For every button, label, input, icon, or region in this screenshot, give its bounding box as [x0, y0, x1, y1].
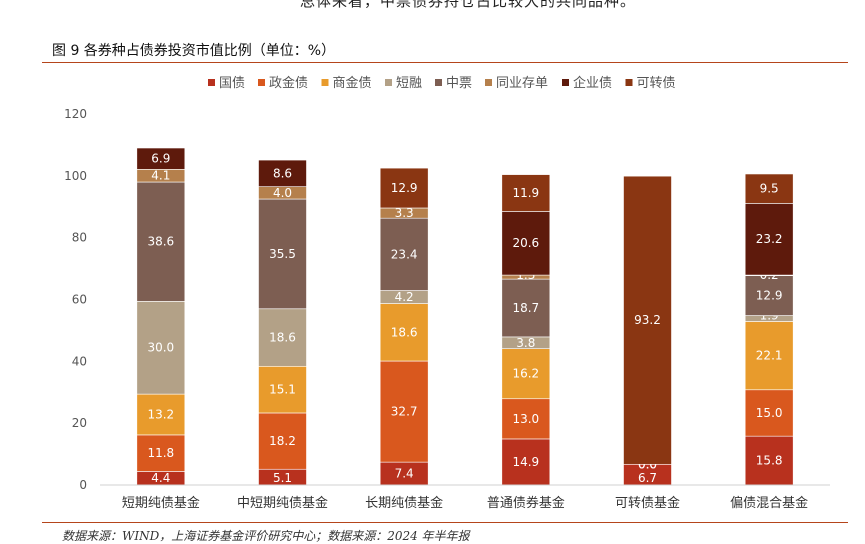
- y-tick-label: 100: [64, 169, 87, 183]
- data-label: 6.9: [151, 152, 170, 166]
- data-label: 13.0: [512, 412, 539, 426]
- data-label: 15.8: [756, 454, 783, 468]
- data-label: 11.8: [147, 446, 174, 460]
- data-label: 4.4: [151, 471, 170, 485]
- bar-segment: [258, 159, 307, 187]
- truncated-paragraph-text: 总体来看，中票债券持仓占比较大的共同品种。: [300, 0, 637, 10]
- data-label: 4.0: [273, 186, 292, 200]
- bar-segment: [501, 398, 551, 440]
- bar-segment: [258, 365, 307, 414]
- bar-segment: [623, 175, 672, 465]
- data-label: 18.6: [391, 325, 418, 339]
- bar-segment: [379, 217, 429, 291]
- figure-title: 图 9 各券种占债券投资市值比例（单位：%）: [52, 43, 336, 59]
- x-category-label: 可转债基金: [615, 495, 680, 511]
- legend-swatch: [258, 79, 265, 86]
- legend-label: 政金债: [269, 75, 308, 91]
- data-label: 4.2: [395, 290, 414, 304]
- data-label: 23.4: [391, 247, 418, 261]
- data-label: 18.7: [512, 301, 539, 315]
- legend-swatch: [385, 79, 392, 86]
- legend-label: 中票: [446, 76, 472, 91]
- data-label: 12.9: [391, 181, 418, 195]
- legend-label: 同业存单: [496, 76, 548, 91]
- data-label: 15.0: [756, 406, 783, 420]
- bar-segment: [501, 211, 551, 276]
- data-label: 23.2: [756, 232, 783, 246]
- data-label: 13.2: [147, 408, 174, 422]
- legend-label: 国债: [219, 76, 245, 91]
- x-category-label: 长期纯债基金: [365, 495, 443, 511]
- x-axis: 短期纯债基金 中短期纯债基金 长期纯债基金 普通债券基金 可转债基金 偏债混合基金: [100, 484, 830, 511]
- bar-segment: [258, 412, 307, 470]
- legend-label: 可转债: [637, 76, 676, 91]
- data-label: 20.6: [512, 236, 539, 250]
- bar-segment: [501, 348, 551, 400]
- data-label: 22.1: [756, 349, 783, 363]
- legend-label: 企业债: [573, 75, 612, 91]
- bar-segment: [136, 301, 186, 395]
- y-tick-label: 0: [79, 478, 87, 492]
- x-category-label: 短期纯债基金: [122, 495, 200, 511]
- data-label: 18.2: [269, 434, 296, 448]
- bar-segment: [379, 167, 429, 209]
- y-tick-label: 20: [72, 416, 87, 430]
- data-label: 18.6: [269, 331, 296, 345]
- bar-series-group: 4.45.17.414.96.715.811.818.232.713.00.01…: [136, 147, 794, 486]
- y-tick-label: 60: [72, 293, 87, 307]
- bar-segment: [744, 275, 794, 316]
- legend-swatch: [485, 79, 492, 86]
- bar-segment: [501, 438, 551, 486]
- data-label: 6.7: [638, 471, 657, 485]
- bar-segment: [136, 147, 186, 170]
- data-label: 5.1: [273, 471, 292, 485]
- bar-segment: [501, 174, 551, 212]
- data-label: 3.8: [516, 336, 535, 350]
- bar-segment: [744, 203, 794, 276]
- data-label: 14.9: [512, 455, 539, 469]
- legend-label: 短融: [396, 76, 422, 91]
- data-label: 9.5: [760, 182, 779, 196]
- bar-segment: [136, 181, 186, 302]
- bar-segment: [136, 434, 186, 472]
- data-label: 11.9: [512, 186, 539, 200]
- bar-segment: [379, 360, 429, 463]
- data-label: 15.1: [269, 383, 296, 397]
- bar-segment: [744, 321, 794, 391]
- data-label: 30.0: [147, 341, 174, 355]
- y-axis: 0 20 40 60 80 100 120: [64, 107, 87, 492]
- x-category-label: 中短期纯债基金: [237, 495, 328, 511]
- title-divider: [42, 62, 848, 63]
- x-category-label: 普通债券基金: [487, 495, 565, 511]
- x-category-label: 偏债混合基金: [730, 495, 808, 511]
- data-label: 32.7: [391, 405, 418, 419]
- y-tick-label: 120: [64, 107, 87, 121]
- legend-swatch: [562, 79, 569, 86]
- bar-segment: [258, 198, 307, 310]
- legend-swatch: [208, 79, 215, 86]
- legend-swatch: [321, 79, 329, 86]
- bar-segment: [744, 173, 794, 204]
- y-tick-label: 80: [72, 231, 87, 245]
- legend-swatch: [625, 79, 633, 86]
- bar-segment: [258, 308, 307, 367]
- bar-segment: [136, 393, 186, 436]
- y-tick-label: 40: [72, 354, 87, 368]
- data-label: 93.2: [634, 313, 661, 327]
- data-label: 8.6: [273, 166, 292, 180]
- data-label: 3.3: [395, 206, 414, 220]
- data-label: 16.2: [512, 367, 539, 381]
- bar-segment: [379, 303, 429, 362]
- data-label: 38.6: [147, 235, 174, 249]
- chart-legend: 国债 政金债 商金债 短融 中票 同业存单 企业债 可转债: [208, 75, 676, 91]
- data-label: 7.4: [395, 467, 414, 481]
- data-label: 12.9: [756, 289, 783, 303]
- legend-label: 商金债: [333, 75, 372, 91]
- legend-swatch: [435, 79, 442, 86]
- bottom-divider: [42, 522, 848, 523]
- data-label: 4.1: [151, 169, 170, 183]
- data-label: 35.5: [269, 247, 296, 261]
